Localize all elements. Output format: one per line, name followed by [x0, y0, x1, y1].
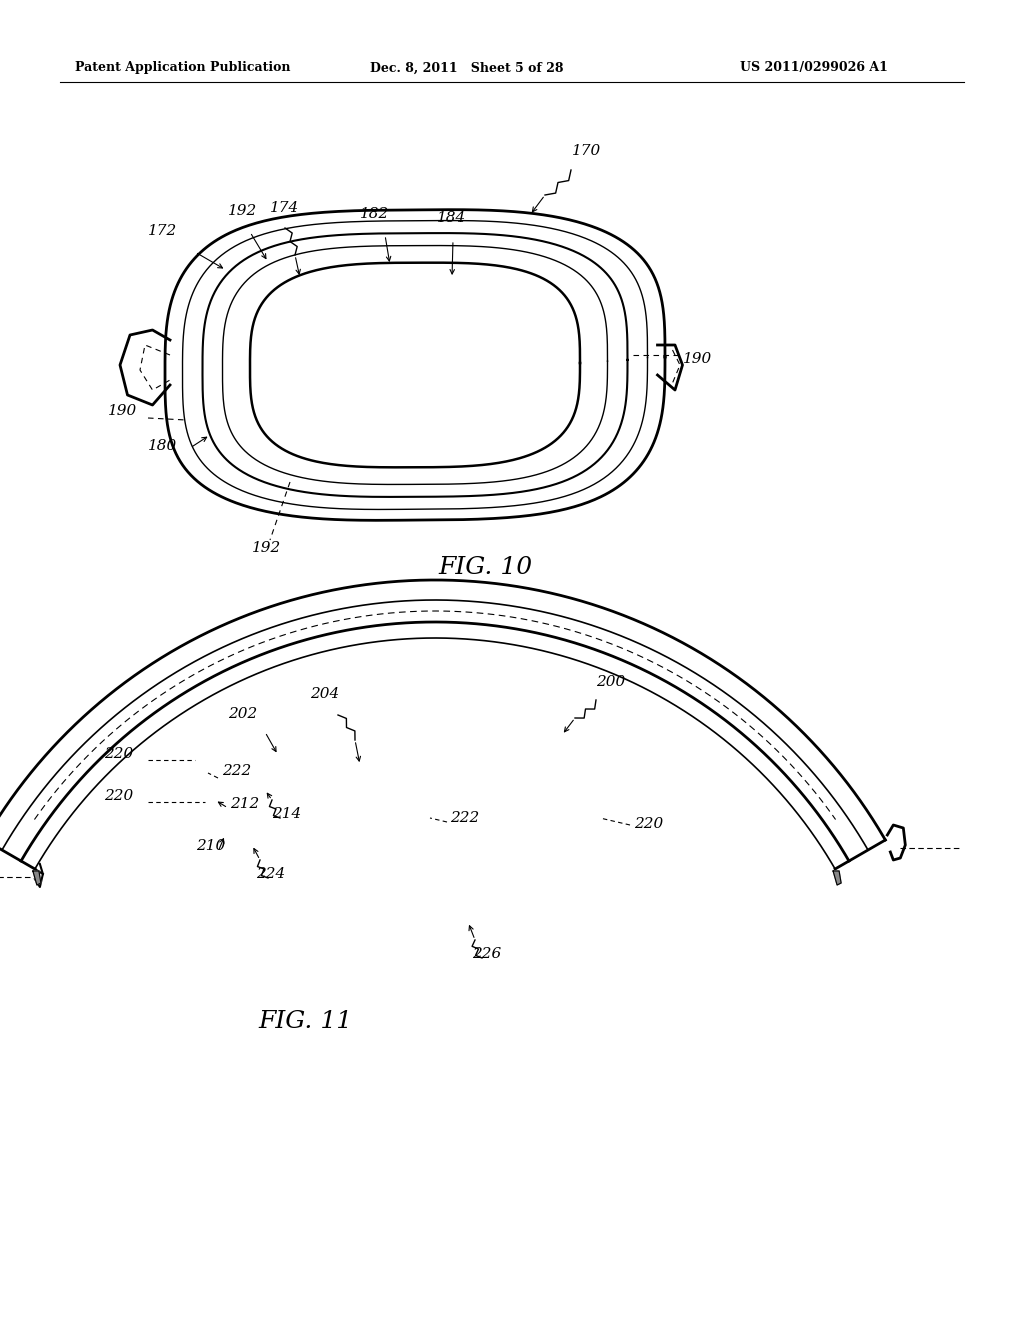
Polygon shape [33, 871, 41, 884]
Text: 180: 180 [148, 440, 177, 453]
Text: 204: 204 [310, 686, 339, 701]
Text: 202: 202 [228, 708, 257, 721]
Polygon shape [834, 871, 841, 884]
Text: US 2011/0299026 A1: US 2011/0299026 A1 [740, 62, 888, 74]
Text: 182: 182 [360, 207, 389, 220]
Text: 174: 174 [270, 201, 299, 215]
Text: 220: 220 [104, 747, 133, 762]
Text: 224: 224 [256, 867, 286, 880]
Text: 190: 190 [683, 352, 713, 366]
Text: 222: 222 [450, 810, 479, 825]
Text: 170: 170 [572, 144, 601, 158]
Text: Patent Application Publication: Patent Application Publication [75, 62, 291, 74]
Text: 190: 190 [108, 404, 137, 418]
Text: Dec. 8, 2011   Sheet 5 of 28: Dec. 8, 2011 Sheet 5 of 28 [370, 62, 563, 74]
Text: 212: 212 [230, 797, 259, 810]
Text: FIG. 11: FIG. 11 [258, 1010, 352, 1034]
Text: 214: 214 [272, 807, 301, 821]
Text: FIG. 10: FIG. 10 [438, 556, 532, 579]
Text: 222: 222 [222, 764, 251, 777]
Text: 192: 192 [228, 205, 257, 218]
Text: 172: 172 [148, 224, 177, 238]
Text: 210: 210 [196, 840, 225, 853]
Text: 184: 184 [437, 211, 466, 224]
Text: 220: 220 [104, 789, 133, 803]
Text: 226: 226 [472, 946, 502, 961]
Text: 192: 192 [252, 541, 282, 554]
Text: 200: 200 [596, 675, 626, 689]
Text: 220: 220 [634, 817, 664, 832]
